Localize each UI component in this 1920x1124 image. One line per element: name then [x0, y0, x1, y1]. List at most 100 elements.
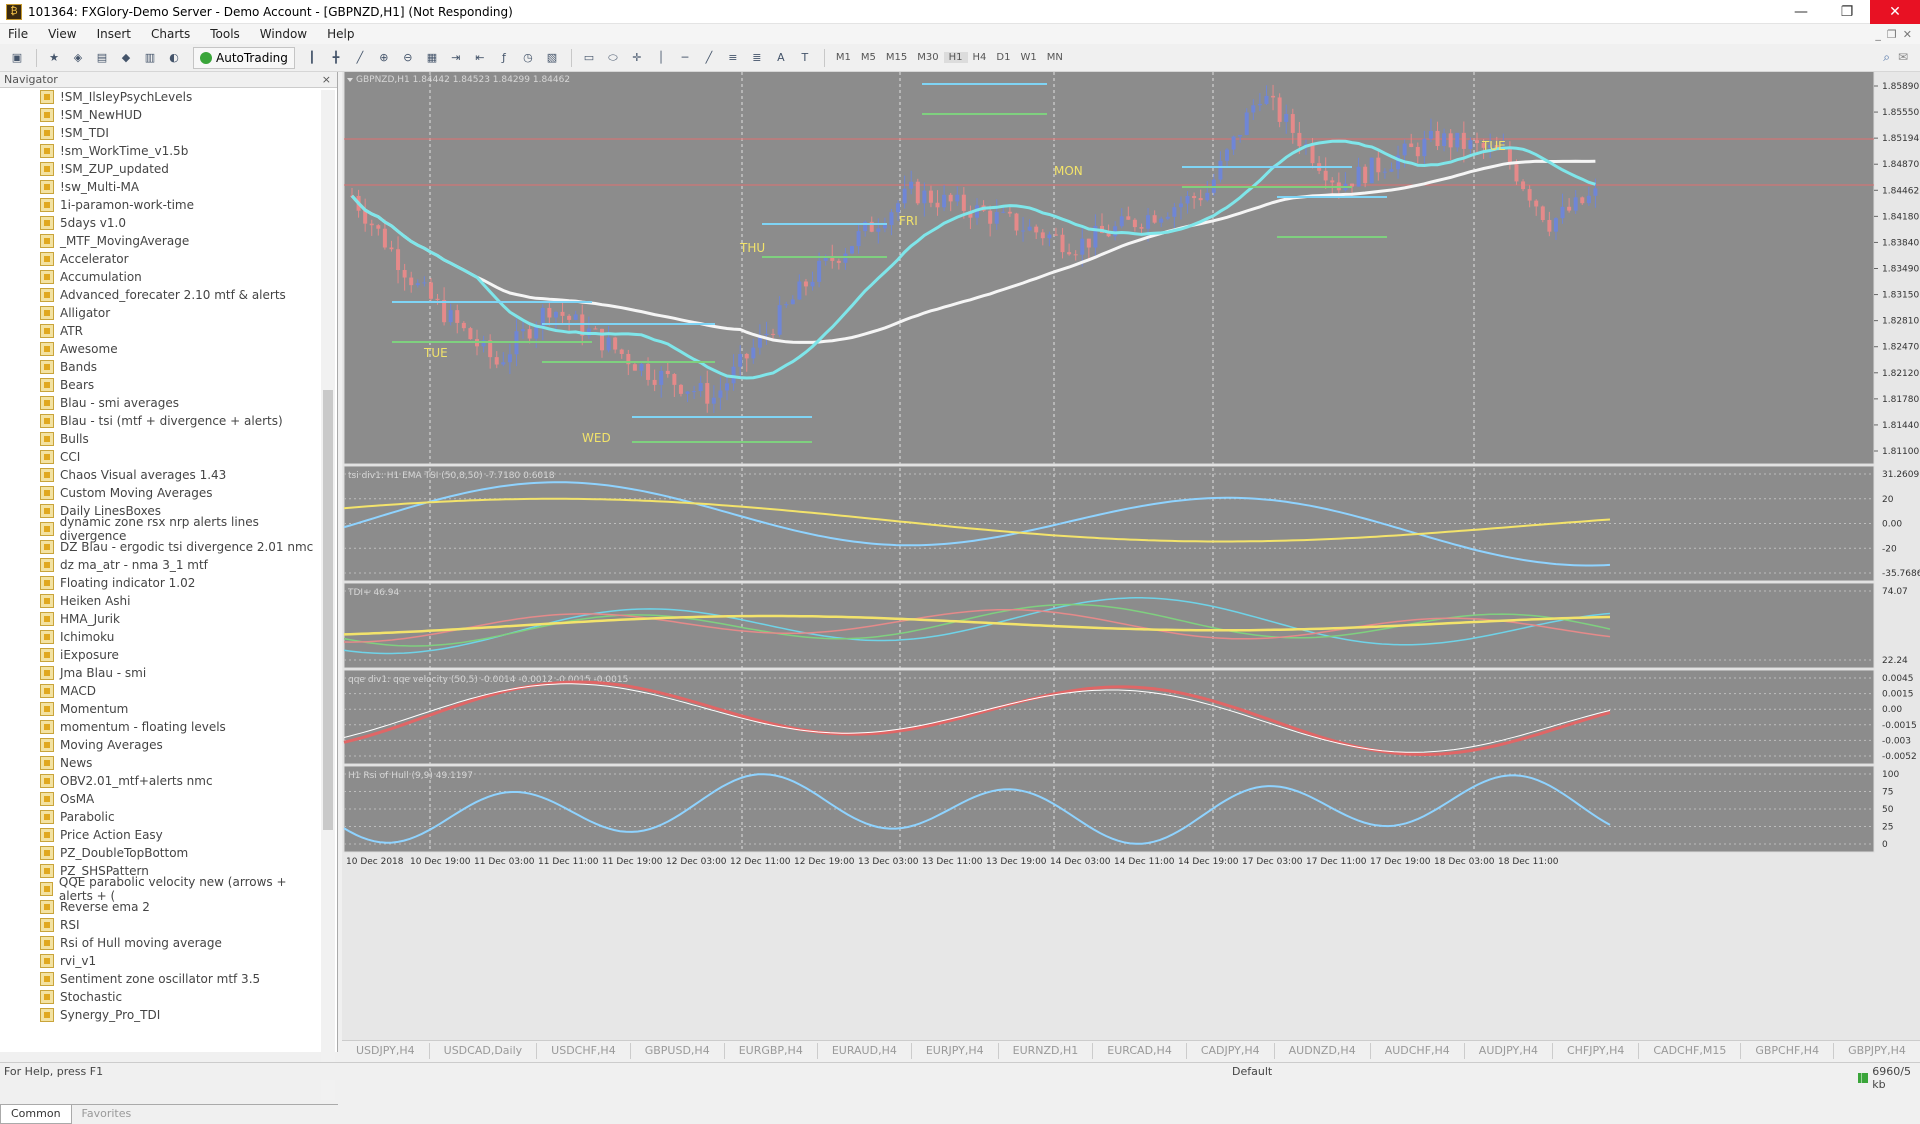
- indicator-item[interactable]: DZ Blau - ergodic tsi divergence 2.01 nm…: [0, 538, 320, 556]
- autotrading-button[interactable]: AutoTrading: [193, 46, 295, 69]
- market-watch-icon[interactable]: ◈: [73, 51, 83, 64]
- indicator-item[interactable]: Rsi of Hull moving average: [0, 934, 320, 952]
- indicator-item[interactable]: rvi_v1: [0, 952, 320, 970]
- indicator-item[interactable]: dynamic zone rsx nrp alerts lines diverg…: [0, 515, 320, 543]
- zoom-out-icon[interactable]: ⊖: [403, 51, 413, 64]
- indicator-item[interactable]: dz ma_atr - nma 3_1 mtf: [0, 556, 320, 574]
- indicator-item[interactable]: Synergy_Pro_TDI: [0, 1006, 320, 1024]
- horizontal-line-icon[interactable]: ─: [681, 51, 689, 64]
- indicator-item[interactable]: Moving Averages: [0, 736, 320, 754]
- menu-help[interactable]: Help: [327, 27, 355, 41]
- indicator-item[interactable]: Blau - tsi (mtf + divergence + alerts): [0, 412, 320, 430]
- indicator-item[interactable]: !SM_ZUP_updated: [0, 160, 320, 178]
- indicator-item[interactable]: MACD: [0, 682, 320, 700]
- timeframe-w1[interactable]: W1: [1020, 52, 1037, 63]
- indicator-item[interactable]: QQE parabolic velocity new (arrows + ale…: [0, 875, 320, 903]
- text-label-icon[interactable]: T: [801, 51, 809, 64]
- indicator-item[interactable]: !SM_NewHUD: [0, 106, 320, 124]
- vertical-line-icon[interactable]: │: [657, 51, 665, 64]
- indicator-item[interactable]: Momentum: [0, 700, 320, 718]
- symbol-tab[interactable]: USDJPY,H4: [342, 1042, 430, 1059]
- indicator-item[interactable]: Reverse ema 2: [0, 898, 320, 916]
- tab-common[interactable]: Common: [0, 1105, 72, 1124]
- channel-icon[interactable]: ≡: [728, 51, 738, 64]
- indicator-item[interactable]: !SM_IlsleyPsychLevels: [0, 88, 320, 106]
- indicator-item[interactable]: Floating indicator 1.02: [0, 574, 320, 592]
- indicator-item[interactable]: Awesome: [0, 340, 320, 358]
- menu-tools[interactable]: Tools: [210, 27, 240, 41]
- maximize-button[interactable]: ❐: [1840, 3, 1854, 20]
- fibonacci-icon[interactable]: ≣: [752, 51, 762, 64]
- symbol-tab[interactable]: EURCAD,H4: [1093, 1042, 1187, 1059]
- timeframe-h1[interactable]: H1: [943, 52, 968, 63]
- indicator-item[interactable]: momentum - floating levels: [0, 718, 320, 736]
- navigator-close-icon[interactable]: ×: [321, 73, 331, 86]
- indicator-item[interactable]: RSI: [0, 916, 320, 934]
- zoom-in-icon[interactable]: ⊕: [379, 51, 389, 64]
- indicator-item[interactable]: Jma Blau - smi: [0, 664, 320, 682]
- indicator-item[interactable]: Accumulation: [0, 268, 320, 286]
- rectangle-tool-icon[interactable]: ▭: [583, 51, 595, 64]
- autoscroll-icon[interactable]: ⇥: [451, 51, 461, 64]
- symbol-tab[interactable]: AUDJPY,H4: [1465, 1042, 1553, 1059]
- symbol-tab[interactable]: AUDCHF,H4: [1371, 1042, 1465, 1059]
- bar-chart-icon[interactable]: ┃: [308, 51, 316, 64]
- child-minimize-icon[interactable]: _: [1875, 27, 1881, 41]
- indicator-item[interactable]: Alligator: [0, 304, 320, 322]
- indicator-item[interactable]: Ichimoku: [0, 628, 320, 646]
- indicators-icon[interactable]: ƒ: [501, 51, 506, 64]
- timeframe-m15[interactable]: M15: [885, 52, 908, 63]
- navigator-scrollbar[interactable]: [321, 90, 335, 1100]
- chart-window[interactable]: 1.85890 1.85550 1.85194 1.84870 1.84462 1.841…: [342, 72, 1920, 1040]
- symbol-tab[interactable]: GBPCHF,H4: [1741, 1042, 1835, 1059]
- navigator-icon[interactable]: ◆: [121, 51, 131, 64]
- indicator-item[interactable]: 1i-paramon-work-time: [0, 196, 320, 214]
- symbol-tab[interactable]: EURAUD,H4: [818, 1042, 912, 1059]
- symbol-tab[interactable]: GBPUSD,H4: [631, 1042, 725, 1059]
- indicator-item[interactable]: Bands: [0, 358, 320, 376]
- terminal-icon[interactable]: ▥: [144, 51, 156, 64]
- search-icon[interactable]: ⌕: [1883, 50, 1890, 64]
- symbol-tab[interactable]: EURJPY,H4: [912, 1042, 999, 1059]
- line-chart-icon[interactable]: ╱: [356, 51, 364, 64]
- symbol-tab[interactable]: CHFJPY,H4: [1553, 1042, 1640, 1059]
- symbol-tab[interactable]: EURNZD,H1: [999, 1042, 1094, 1059]
- crosshair-icon[interactable]: ✛: [632, 51, 642, 64]
- chart-canvas[interactable]: 1.85890 1.85550 1.85194 1.84870 1.84462 1.841…: [342, 72, 1920, 1040]
- indicator-item[interactable]: Bulls: [0, 430, 320, 448]
- profiles-icon[interactable]: ★: [49, 51, 59, 64]
- menu-charts[interactable]: Charts: [151, 27, 191, 41]
- timeframe-mn[interactable]: MN: [1046, 52, 1063, 63]
- indicator-item[interactable]: !SM_TDI: [0, 124, 320, 142]
- symbol-tab[interactable]: GBPJPY,H4: [1834, 1042, 1920, 1059]
- timeframe-d1[interactable]: D1: [996, 52, 1011, 63]
- tab-favorites[interactable]: Favorites: [81, 1107, 132, 1120]
- indicator-item[interactable]: _MTF_MovingAverage: [0, 232, 320, 250]
- indicator-item[interactable]: Bears: [0, 376, 320, 394]
- indicator-item[interactable]: Stochastic: [0, 988, 320, 1006]
- child-restore-icon[interactable]: ❐: [1886, 27, 1897, 41]
- symbol-tab[interactable]: USDCHF,H4: [537, 1042, 631, 1059]
- timeframe-m30[interactable]: M30: [917, 52, 939, 63]
- indicator-item[interactable]: PZ_SHSPattern: [0, 862, 320, 880]
- indicator-item[interactable]: News: [0, 754, 320, 772]
- periods-icon[interactable]: ◷: [523, 51, 533, 64]
- timeframe-m1[interactable]: M1: [835, 52, 851, 63]
- indicator-item[interactable]: OsMA: [0, 790, 320, 808]
- indicator-item[interactable]: Accelerator: [0, 250, 320, 268]
- indicator-item[interactable]: Custom Moving Averages: [0, 484, 320, 502]
- menu-insert[interactable]: Insert: [96, 27, 131, 41]
- symbol-tab[interactable]: CADCHF,M15: [1639, 1042, 1742, 1059]
- indicator-item[interactable]: 5days v1.0: [0, 214, 320, 232]
- symbol-tab[interactable]: CADJPY,H4: [1187, 1042, 1275, 1059]
- indicator-item[interactable]: HMA_Jurik: [0, 610, 320, 628]
- tile-windows-icon[interactable]: ▦: [426, 51, 438, 64]
- indicator-item[interactable]: Blau - smi averages: [0, 394, 320, 412]
- close-button[interactable]: ✕: [1870, 0, 1920, 24]
- indicator-item[interactable]: CCI: [0, 448, 320, 466]
- indicator-item[interactable]: OBV2.01_mtf+alerts nmc: [0, 772, 320, 790]
- indicator-item[interactable]: iExposure: [0, 646, 320, 664]
- trendline-icon[interactable]: ╱: [705, 51, 713, 64]
- indicator-item[interactable]: Parabolic: [0, 808, 320, 826]
- indicator-item[interactable]: ATR: [0, 322, 320, 340]
